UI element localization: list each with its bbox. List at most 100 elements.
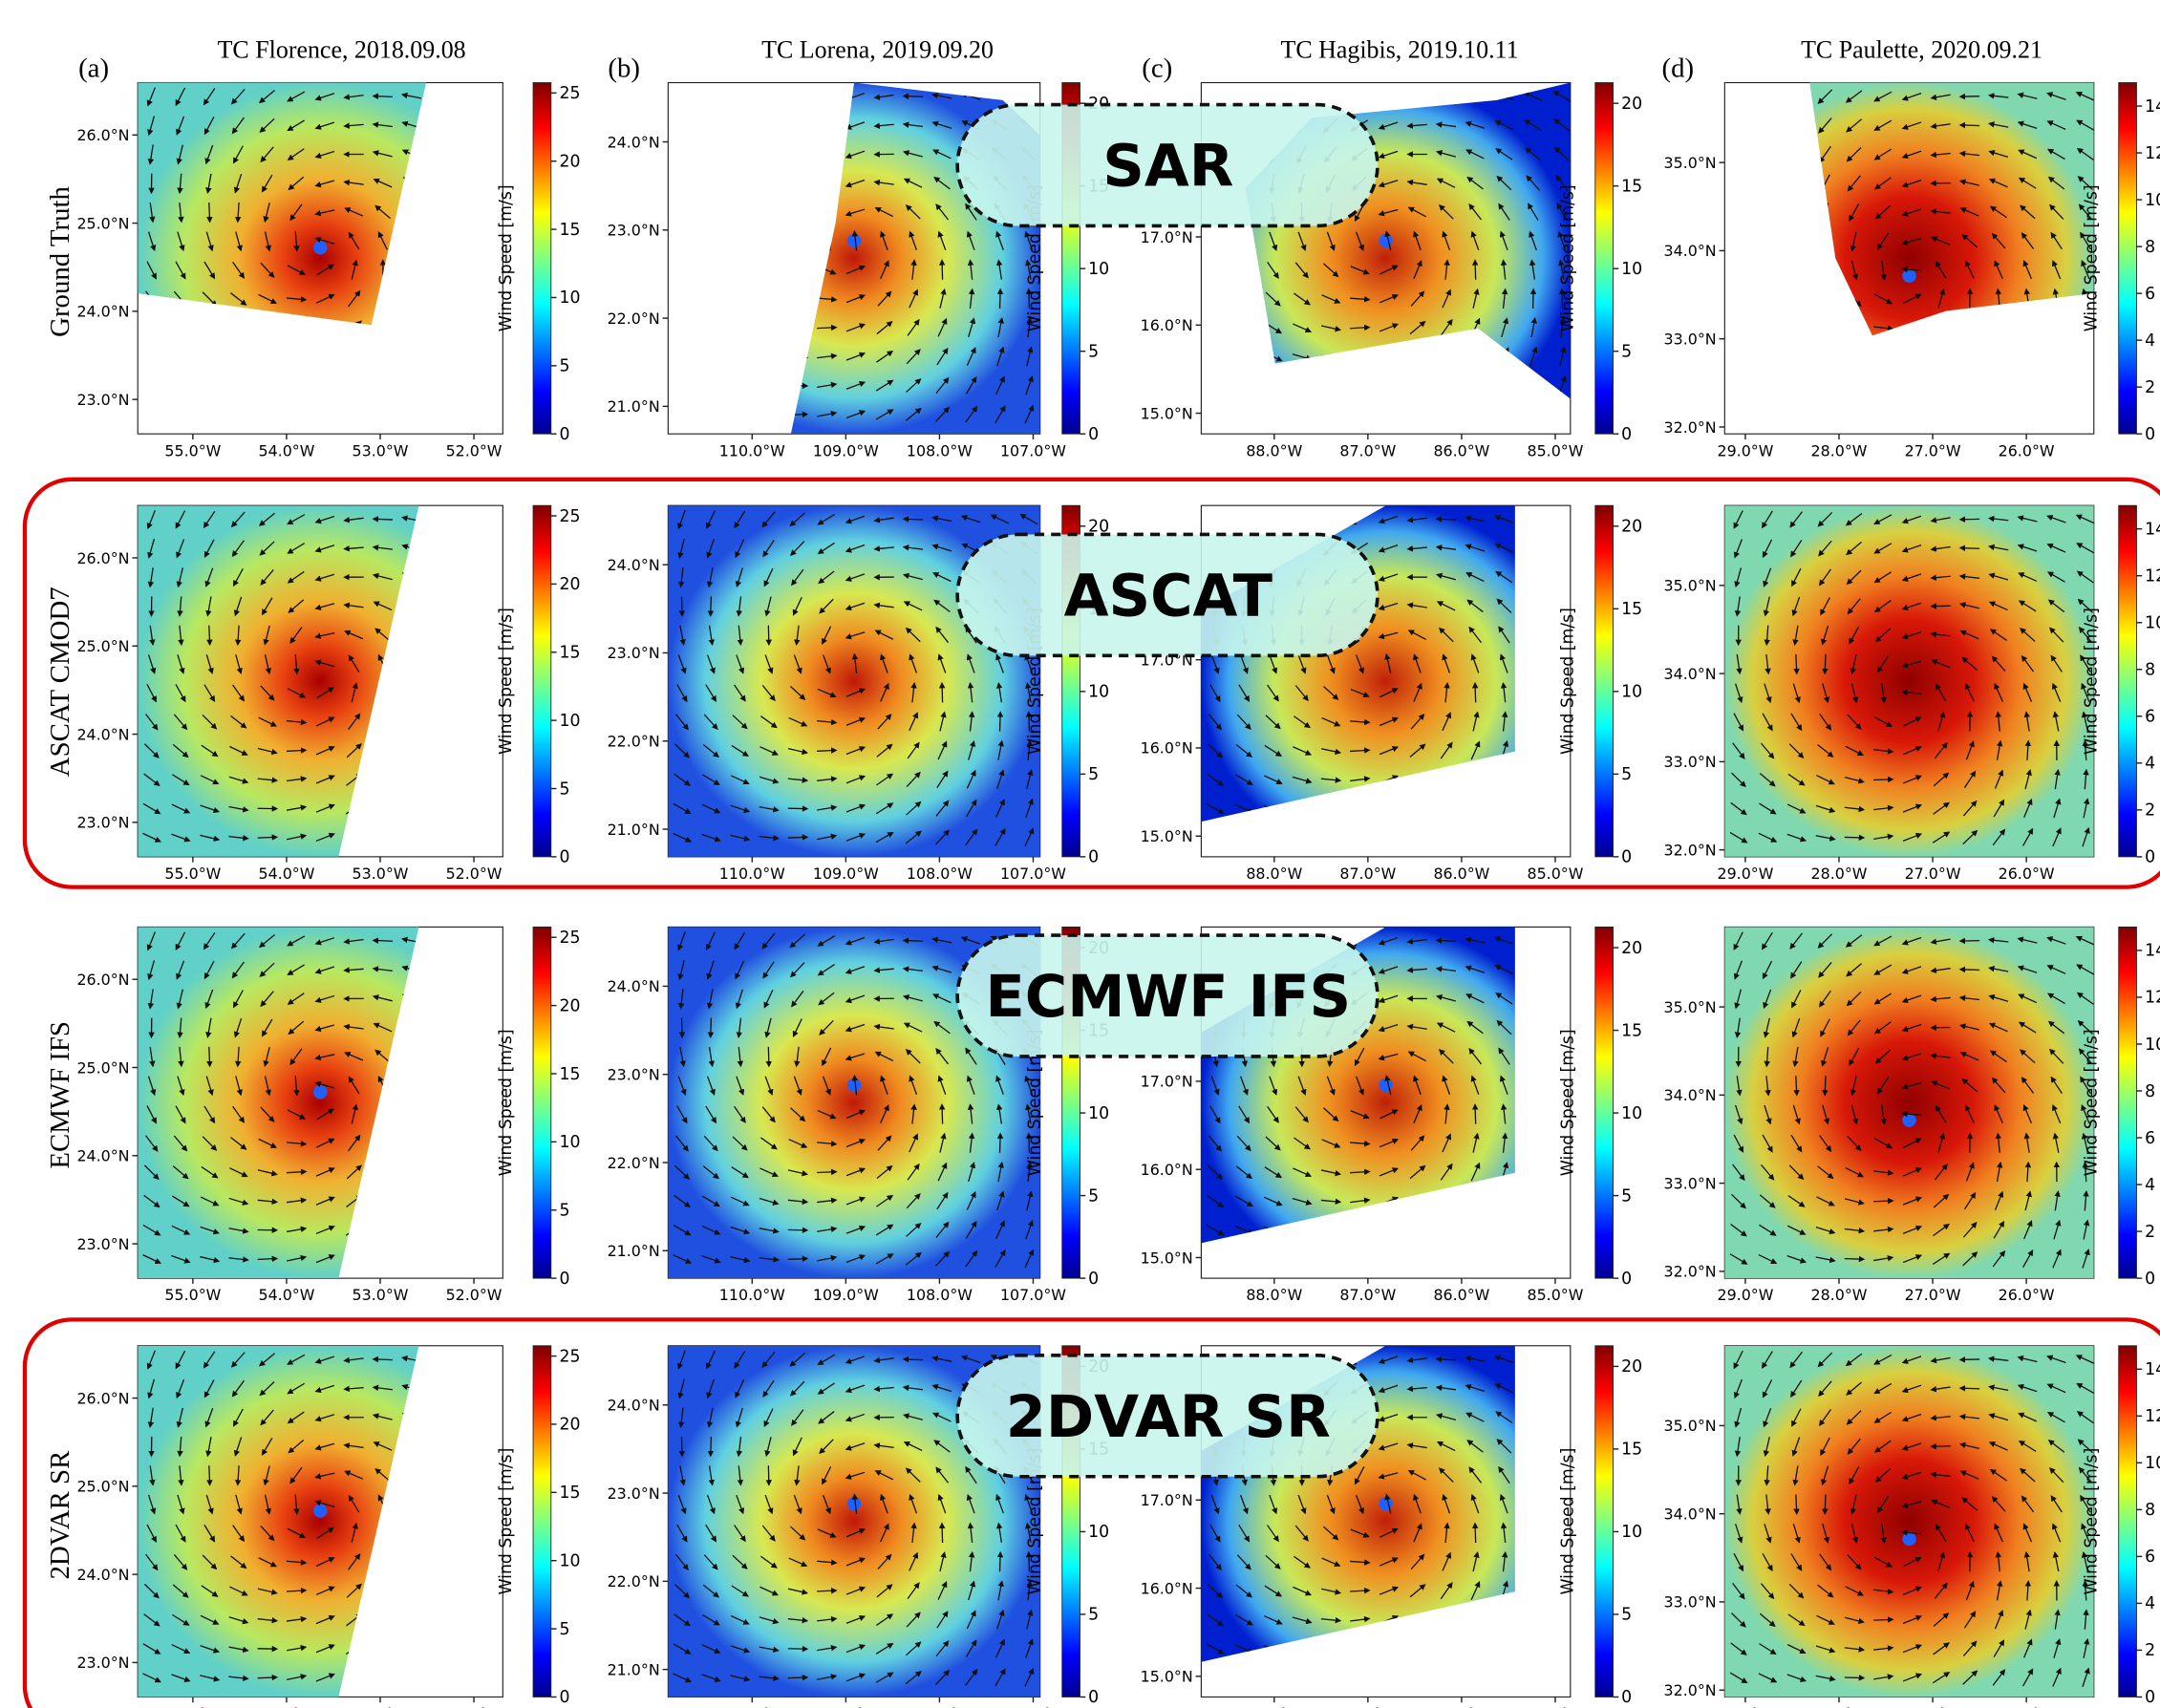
colorbar-tick-label: 20 [559,1416,580,1435]
colorbar-tick-label: 5 [1088,342,1099,361]
colorbar-tick-label: 0 [1088,425,1099,444]
colorbar-tick-label: 10 [2145,614,2160,633]
y-tick-label: 22.0°N [608,310,660,328]
wind-speed-field [1724,1346,2093,1697]
colorbar-tick-label: 0 [1088,1688,1099,1707]
x-tick-label: 88.0°W [1246,1705,1302,1708]
colorbar-tick-label: 25 [559,929,580,948]
wind-arrow [374,519,393,520]
colorbar-tick-label: 20 [1621,939,1642,958]
y-tick-label: 23.0°N [608,1484,660,1503]
y-tick-label: 24.0°N [76,1147,129,1165]
y-tick-label: 16.0°N [1141,316,1193,334]
y-tick-label: 17.0°N [1141,1073,1193,1091]
x-tick-label: 85.0°W [1527,1286,1583,1304]
figure: TC Florence, 2018.09.08(a)23.0°N24.0°N25… [0,0,2160,1708]
x-tick-label: 27.0°W [1905,1286,1961,1304]
x-tick-label: 27.0°W [1905,441,1961,459]
x-tick-label: 28.0°W [1811,865,1868,883]
colorbar-tick-label: 10 [1621,1104,1642,1123]
x-tick-label: 107.0°W [1000,865,1066,883]
x-tick-label: 110.0°W [719,865,785,883]
wind-arrow [374,940,393,941]
wind-arrow [711,1018,712,1037]
colorbar-tick-label: 10 [1088,1523,1109,1542]
colorbar-tick-label: 5 [1088,1186,1099,1206]
x-tick-label: 107.0°W [1000,1705,1066,1708]
panel-label: (a) [78,53,109,84]
colorbar-label: Wind Speed [m/s] [1559,184,1578,331]
colorbar-tick-label: 25 [559,1347,580,1366]
colorbar [533,83,551,435]
y-tick-label: 24.0°N [76,303,129,321]
y-tick-label: 26.0°N [76,549,129,567]
panel-label: (d) [1661,53,1694,84]
colorbar-tick-label: 0 [2145,1270,2155,1289]
colorbar-tick-label: 0 [559,425,569,444]
x-tick-label: 107.0°W [1000,1286,1066,1304]
wind-arrow [374,96,393,97]
y-tick-label: 26.0°N [76,1389,129,1407]
row-label: ASCAT CMOD7 [45,587,75,777]
colorbar-tick-label: 0 [1621,1270,1632,1289]
colorbar-tick-label: 20 [559,575,580,594]
method-badge-text: ECMWF IFS [985,964,1351,1031]
y-tick-label: 24.0°N [608,556,660,574]
colorbar [2119,1346,2137,1697]
colorbar-tick-label: 15 [559,1065,580,1084]
x-tick-label: 54.0°W [258,441,314,459]
x-tick-label: 110.0°W [719,1286,785,1304]
colorbar-tick-label: 0 [2145,425,2155,444]
wind-field [1724,505,2094,857]
wind-arrow [711,1437,712,1456]
wind-arrow [942,261,943,280]
wind-arrow [817,750,836,751]
colorbar-tick-label: 4 [2145,1594,2155,1613]
wind-arrow [258,1259,277,1260]
wind-arrow [209,626,210,645]
y-tick-label: 23.0°N [76,391,129,409]
colorbar-tick-label: 0 [1621,1688,1632,1707]
wind-arrow [1960,970,1979,971]
colorbar-tick-label: 14 [2145,97,2160,117]
colorbar-tick-label: 6 [2145,1548,2155,1567]
x-tick-label: 109.0°W [813,1705,879,1708]
y-tick-label: 25.0°N [76,214,129,232]
y-tick-label: 15.0°N [1141,404,1193,422]
y-tick-label: 17.0°N [1141,228,1193,246]
colorbar-tick-label: 0 [1088,848,1099,867]
colorbar-tick-label: 6 [2145,285,2155,304]
x-tick-label: 86.0°W [1433,1286,1489,1304]
x-tick-label: 28.0°W [1811,441,1868,459]
y-tick-label: 24.0°N [608,133,660,151]
colorbar-tick-label: 10 [1621,260,1642,279]
y-tick-label: 35.0°N [1664,1417,1717,1435]
eye [1902,1532,1915,1546]
y-tick-label: 25.0°N [76,1058,129,1077]
x-tick-label: 26.0°W [1999,865,2055,883]
y-tick-label: 21.0°N [608,821,660,839]
x-tick-label: 26.0°W [1999,1286,2055,1304]
colorbar [533,505,551,857]
colorbar-tick-label: 12 [2145,989,2160,1008]
x-tick-label: 110.0°W [719,441,785,459]
x-tick-label: 107.0°W [1000,441,1066,459]
y-tick-label: 16.0°N [1141,1579,1193,1597]
colorbar-tick-label: 10 [1088,260,1109,279]
y-tick-label: 26.0°N [76,126,129,144]
colorbar-tick-label: 5 [559,779,569,799]
x-tick-label: 88.0°W [1246,1286,1302,1304]
y-tick-label: 33.0°N [1664,1593,1717,1612]
y-tick-label: 25.0°N [76,1478,129,1496]
colorbar-tick-label: 15 [1621,177,1642,196]
colorbar-tick-label: 6 [2145,1129,2155,1148]
y-tick-label: 17.0°N [1141,1491,1193,1509]
colorbar-tick-label: 0 [1088,1270,1099,1289]
x-tick-label: 26.0°W [1999,441,2055,459]
colorbar-tick-label: 14 [2145,520,2160,539]
eye [1379,1078,1392,1092]
colorbar-tick-label: 0 [2145,848,2155,867]
wind-arrow [904,96,923,97]
colorbar-tick-label: 5 [559,1202,569,1221]
colorbar-tick-label: 0 [559,1270,569,1289]
